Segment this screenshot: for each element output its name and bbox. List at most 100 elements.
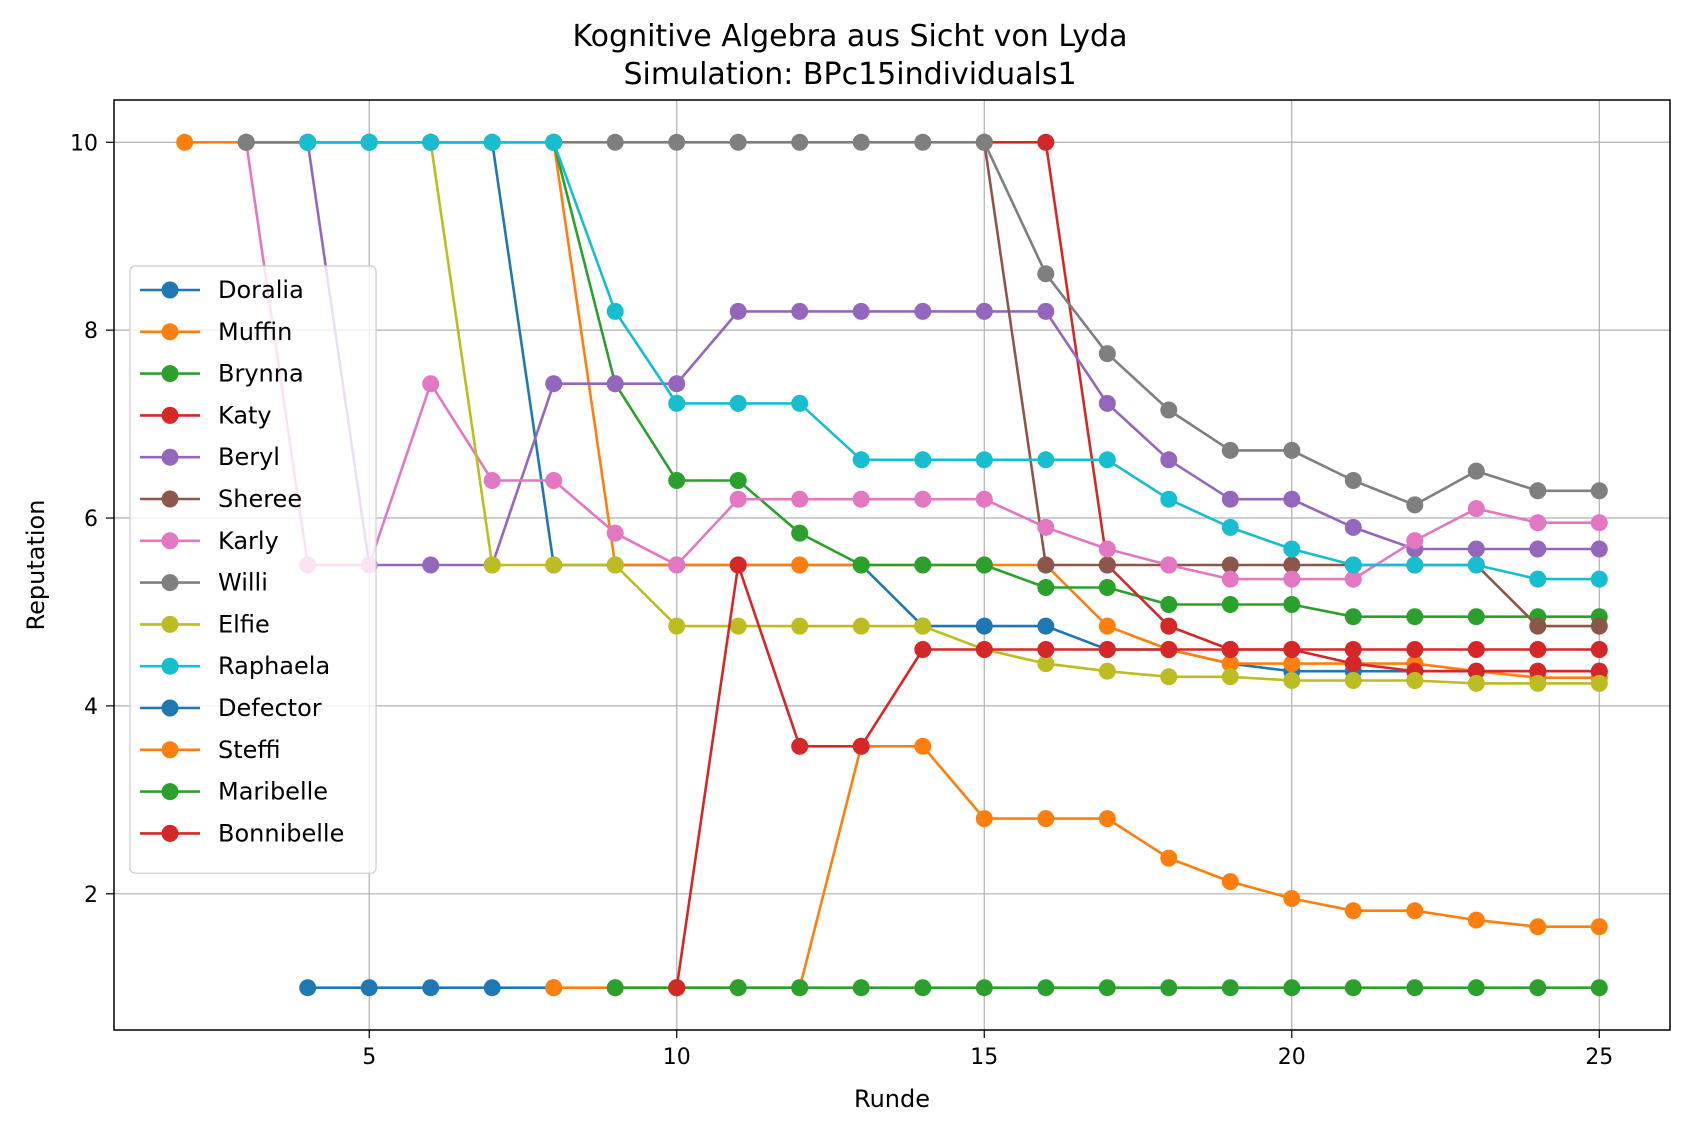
data-point-willi [1283,441,1301,459]
data-point-brynna [1467,608,1485,626]
series-maribelle [606,979,1608,997]
series-line-brynna [552,141,1600,619]
data-point-willi [1467,462,1485,480]
data-point-raphaela [360,133,378,151]
data-point-elfie [668,617,686,635]
data-point-beryl [1098,394,1116,412]
data-point-raphaela [1221,518,1239,536]
data-point-maribelle [975,979,993,997]
data-point-brynna [668,472,686,489]
legend-label-elfie: Elfie [218,610,270,638]
data-point-beryl [791,302,809,320]
data-point-maribelle [1221,979,1239,997]
data-point-raphaela [545,133,563,151]
series-doralia [237,133,1608,680]
data-point-katy [1160,617,1178,635]
series-line-willi [246,141,1600,507]
data-point-beryl [852,302,870,320]
data-point-beryl [1283,490,1301,508]
data-point-beryl [1344,518,1362,536]
data-point-steffi [1467,911,1485,929]
data-point-maribelle [1529,979,1547,997]
data-point-elfie [1344,672,1362,689]
y-tick-label: 10 [70,131,98,156]
data-point-steffi [1344,902,1362,920]
legend-marker-willi [161,574,179,592]
series-line-muffin [184,141,1600,680]
data-point-katy [1467,662,1485,680]
data-point-beryl [422,556,440,574]
data-point-karly [1406,532,1424,550]
data-point-steffi [1406,902,1424,920]
data-point-katy [1529,662,1547,680]
series-brynna [545,133,1608,626]
data-point-karly [1221,570,1239,588]
data-point-defector [483,979,501,997]
data-point-karly [1590,514,1608,532]
data-point-elfie [914,617,932,635]
legend-marker-steffi [161,741,179,759]
data-point-karly [606,524,624,542]
data-point-steffi [1221,873,1239,891]
data-point-raphaela [914,451,932,469]
data-point-beryl [668,375,686,393]
axis-ticks: 5 10 15 20 25 2 4 6 8 10 [70,131,1613,1070]
data-point-karly [422,375,440,393]
data-point-beryl [1037,302,1055,320]
data-point-karly [852,490,870,508]
data-point-raphaela [1590,570,1608,588]
data-point-brynna [1221,596,1239,613]
data-point-willi [852,133,870,151]
data-point-brynna [1037,579,1055,596]
x-tick-label: 25 [1585,1045,1613,1070]
data-point-beryl [975,302,993,320]
data-point-muffin [176,133,194,151]
data-point-bonnibelle [1529,641,1547,658]
data-point-willi [729,133,747,151]
legend-label-karly: Karly [218,527,279,555]
data-point-elfie [1160,668,1178,686]
data-point-willi [1590,482,1608,500]
data-point-willi [1098,345,1116,363]
data-point-elfie [791,617,809,635]
data-point-beryl [729,302,747,320]
data-point-willi [975,133,993,151]
legend-marker-maribelle [161,783,179,801]
data-point-willi [668,133,686,151]
data-point-beryl [1529,540,1547,558]
data-point-maribelle [1037,979,1055,997]
data-point-elfie [852,617,870,635]
data-point-defector [299,979,317,997]
data-point-karly [483,472,501,489]
data-point-raphaela [606,302,624,320]
legend-marker-raphaela [161,657,179,675]
series-line-raphaela [307,141,1600,581]
data-point-maribelle [1590,979,1608,997]
data-point-steffi [1283,890,1301,907]
data-point-karly [791,490,809,508]
legend-box [129,265,377,874]
data-point-bonnibelle [668,979,686,997]
data-point-karly [545,472,563,489]
data-point-karly [1529,514,1547,532]
data-point-doralia [1037,617,1055,635]
data-point-karly [914,490,932,508]
data-point-bonnibelle [975,641,993,658]
data-point-maribelle [1406,979,1424,997]
series-muffin [176,133,1608,687]
data-point-karly [975,490,993,508]
data-point-raphaela [1406,556,1424,574]
legend-label-brynna: Brynna [218,360,304,388]
data-point-raphaela [1160,490,1178,508]
data-point-maribelle [1098,979,1116,997]
data-point-maribelle [1283,979,1301,997]
series-elfie [422,133,1608,692]
legend-marker-beryl [161,448,179,466]
data-point-bonnibelle [791,737,809,755]
data-point-raphaela [1283,540,1301,558]
y-tick-label: 4 [84,695,98,720]
data-point-willi [1406,496,1424,514]
data-point-willi [1160,401,1178,419]
legend-marker-bonnibelle [161,824,179,842]
legend-label-muffin: Muffin [218,318,292,346]
